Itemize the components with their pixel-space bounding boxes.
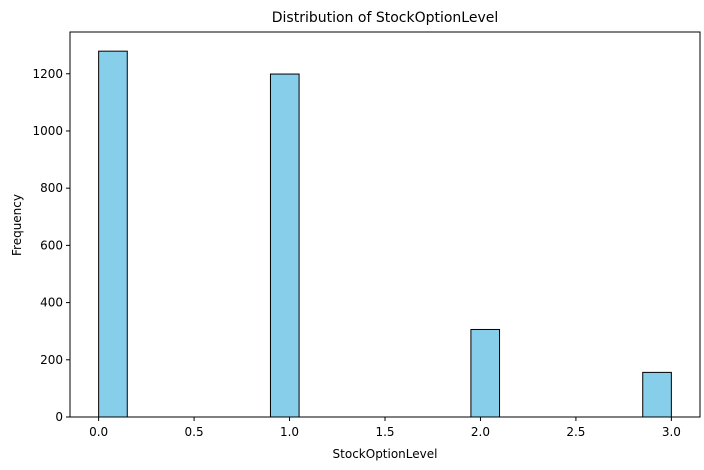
- y-axis-ticks: 0 200 400 600 800 1000 1200: [32, 67, 70, 424]
- x-tick-label: 2.5: [566, 425, 585, 439]
- x-tick-label: 0.0: [89, 425, 108, 439]
- y-tick-label: 0: [55, 410, 63, 424]
- axes-frame: [69, 31, 701, 418]
- histogram-bar: [470, 328, 501, 418]
- y-tick-label: 200: [40, 353, 63, 367]
- x-axis-ticks: 0.0 0.5 1.0 1.5 2.0 2.5 3.0: [89, 417, 681, 439]
- y-tick-label: 600: [40, 238, 63, 252]
- y-axis-title: Frequency: [10, 194, 24, 256]
- axes-layer: [69, 31, 701, 418]
- y-tick-label: 1000: [32, 124, 63, 138]
- y-tick-label: 1200: [32, 67, 63, 81]
- bars-layer: [98, 50, 672, 418]
- x-tick-label: 1.5: [375, 425, 394, 439]
- histogram-bar: [642, 371, 672, 418]
- y-tick-label: 800: [40, 181, 63, 195]
- x-tick-label: 1.0: [280, 425, 299, 439]
- y-tick-label: 400: [40, 296, 63, 310]
- x-tick-label: 0.5: [185, 425, 204, 439]
- chart-title: Distribution of StockOptionLevel: [272, 10, 499, 26]
- histogram-bar: [269, 73, 300, 418]
- histogram-bar: [98, 50, 128, 418]
- x-tick-label: 3.0: [662, 425, 681, 439]
- x-tick-label: 2.0: [471, 425, 490, 439]
- x-axis-title: StockOptionLevel: [333, 447, 438, 461]
